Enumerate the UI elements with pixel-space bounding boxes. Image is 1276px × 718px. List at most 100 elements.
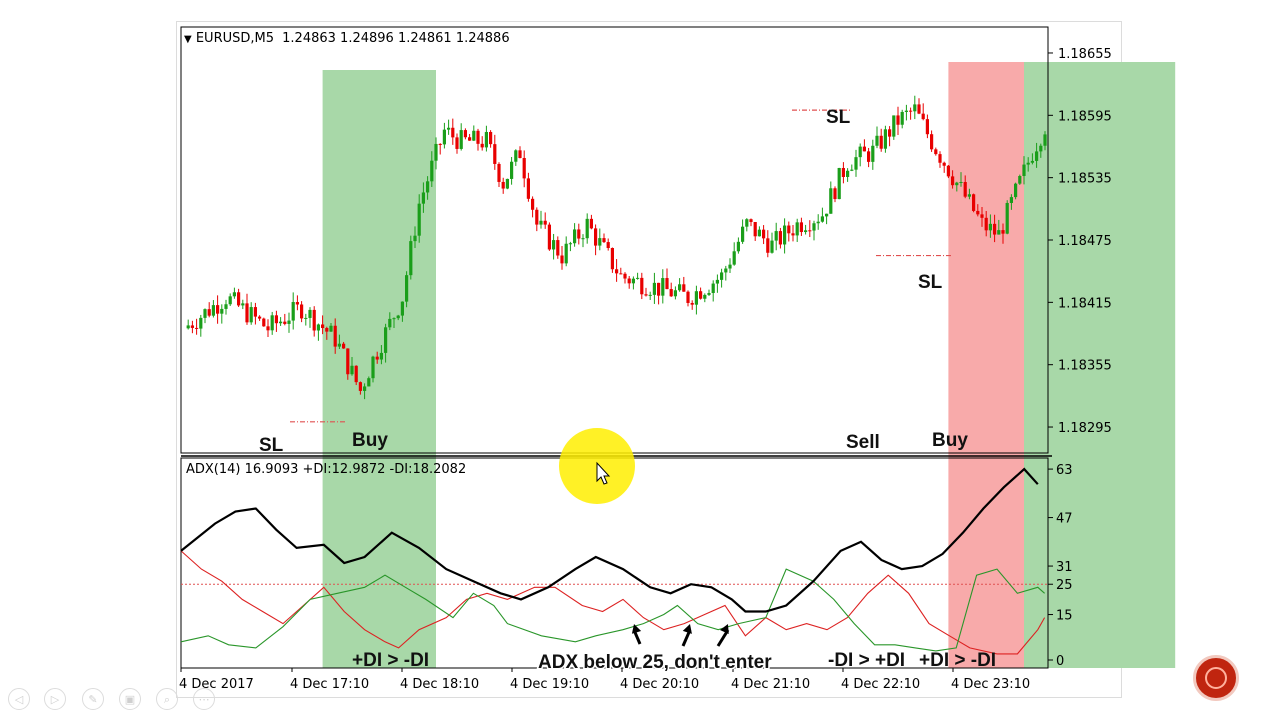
price-header: ▼ EURUSD,M5 1.24863 1.24896 1.24861 1.24…	[184, 31, 510, 46]
candle-body	[976, 210, 980, 215]
next-slide-icon[interactable]: ▷	[44, 688, 66, 710]
candle-body	[463, 130, 467, 138]
candle-body	[451, 127, 455, 138]
price-tick-label: 1.18595	[1058, 109, 1112, 124]
candle-body	[535, 209, 539, 225]
candle-body	[946, 165, 950, 177]
candle-body	[669, 289, 673, 297]
candle-body	[300, 304, 304, 319]
candle-body	[493, 144, 497, 164]
candle-body	[447, 127, 451, 130]
candle-body	[652, 282, 656, 295]
candle-body	[405, 275, 409, 302]
candle-body	[249, 307, 253, 323]
time-tick-label: 4 Dec 19:10	[510, 677, 589, 692]
series-minus-di-line	[180, 550, 1046, 655]
candle-body	[472, 130, 476, 141]
candle-body	[875, 135, 879, 146]
more-options-icon[interactable]: ⋯	[193, 688, 215, 710]
candle-body	[1018, 175, 1022, 184]
adx-tick-label: 15	[1056, 609, 1073, 624]
candle-body	[762, 229, 766, 239]
candle-body	[480, 143, 484, 148]
candle-body	[560, 255, 564, 264]
candle-body	[707, 293, 711, 295]
candle-body	[522, 158, 526, 179]
slides-icon[interactable]: ▣	[119, 688, 141, 710]
candle-body	[938, 154, 942, 163]
candle-body	[274, 315, 278, 324]
candle-body	[505, 178, 509, 189]
candle-body	[955, 182, 959, 186]
time-tick-label: 4 Dec 22:10	[841, 677, 920, 692]
candle-body	[732, 251, 736, 265]
candle-body	[657, 282, 661, 296]
candle-body	[963, 182, 967, 197]
candle-body	[665, 278, 669, 290]
candle-body	[430, 160, 434, 182]
record-button[interactable]	[1193, 655, 1239, 701]
candle-body	[1014, 183, 1018, 198]
candle-body	[388, 318, 392, 328]
candle-body	[745, 219, 749, 227]
candle-body	[980, 214, 984, 218]
time-tick-label: 4 Dec 2017	[179, 677, 254, 692]
time-tick-label: 4 Dec 23:10	[951, 677, 1030, 692]
zone-sell-1	[948, 62, 1024, 668]
candle-body	[1026, 162, 1030, 165]
candle-body	[346, 348, 350, 375]
candle-body	[930, 134, 934, 150]
candle-body	[295, 302, 299, 305]
candle-body	[858, 146, 862, 158]
pointer-arrow-head	[682, 624, 692, 634]
zoom-icon[interactable]: ⌕	[156, 688, 178, 710]
candle-body	[854, 157, 858, 170]
sl-label: SL	[259, 435, 284, 456]
time-tick-label: 4 Dec 18:10	[400, 677, 479, 692]
candle-body	[631, 278, 635, 284]
candle-body	[896, 115, 900, 125]
candle-body	[585, 218, 589, 239]
candle-body	[199, 317, 203, 329]
candle-body	[497, 163, 501, 182]
candle-body	[967, 194, 971, 197]
adx-header: ADX(14) 16.9093 +DI:12.9872 -DI:18.2082	[186, 462, 466, 477]
candle-body	[195, 327, 199, 329]
candle-body	[636, 277, 640, 279]
candle-body	[547, 224, 551, 250]
candle-body	[203, 309, 207, 318]
candle-body	[850, 169, 854, 171]
adx-note-label: ADX below 25, don't enter	[538, 652, 772, 673]
candle-body	[778, 231, 782, 245]
time-tick-label: 4 Dec 17:10	[290, 677, 369, 692]
adx-tick-label: 63	[1056, 463, 1073, 478]
series-adx-line	[180, 467, 1039, 613]
candle-body	[724, 268, 728, 273]
candle-body	[266, 326, 270, 331]
series-plusminus-di-line	[180, 568, 1045, 652]
candle-body	[216, 305, 220, 314]
candle-body	[413, 235, 417, 242]
candle-body	[291, 302, 295, 321]
candle-body	[791, 233, 795, 236]
candle-body	[325, 328, 329, 332]
pen-icon[interactable]: ✎	[82, 688, 104, 710]
di-condition-label: +DI > -DI	[352, 650, 429, 671]
prev-slide-icon[interactable]: ◁	[8, 688, 30, 710]
candle-body	[808, 230, 812, 232]
candle-body	[1005, 202, 1009, 234]
candle-body	[749, 219, 753, 223]
candle-body	[358, 382, 362, 391]
collapse-triangle-icon[interactable]: ▼	[184, 34, 192, 45]
ohlc-readout: 1.24863 1.24896 1.24861 1.24886	[282, 31, 510, 46]
candle-body	[468, 137, 472, 141]
candle-body	[644, 294, 648, 296]
candle-body	[228, 296, 232, 305]
candle-body	[690, 302, 694, 305]
candle-body	[220, 308, 224, 314]
record-icon	[1205, 667, 1227, 689]
candle-body	[602, 238, 606, 243]
candle-body	[258, 316, 262, 319]
candle-body	[774, 231, 778, 241]
candle-body	[409, 241, 413, 276]
